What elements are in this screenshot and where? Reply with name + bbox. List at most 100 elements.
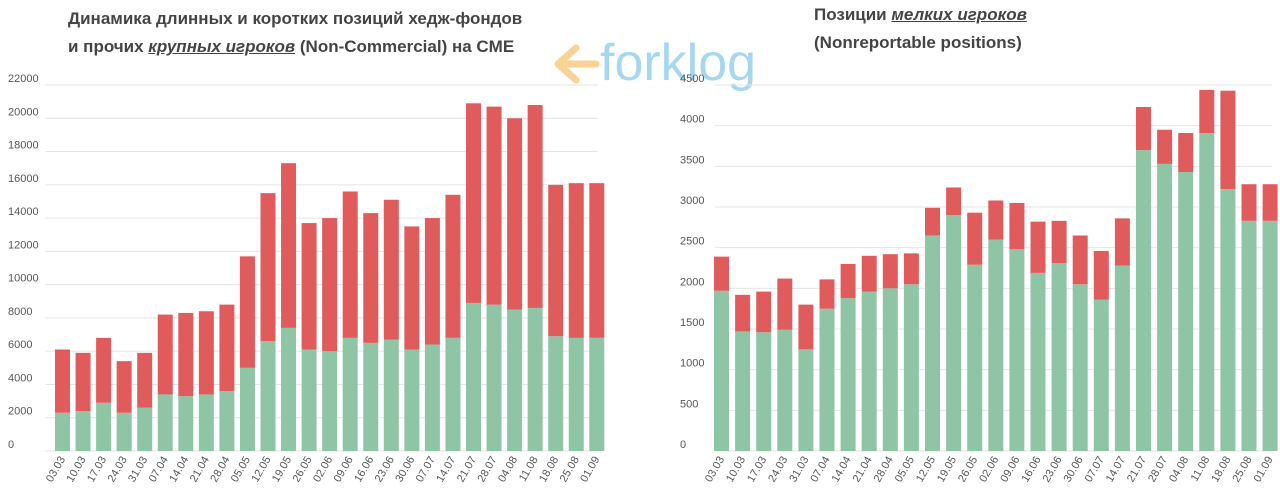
left-xtick-label: 05.05 (229, 455, 253, 485)
right-xtick-label: 18.08 (1209, 455, 1233, 485)
left-ytick-label: 18000 (8, 140, 39, 152)
right-xtick-label: 04.08 (1167, 455, 1191, 485)
right-xtick-label: 12.05 (914, 455, 938, 485)
left-bar-short (219, 304, 235, 392)
left-bar-long (383, 339, 399, 451)
right-ytick-label: 1500 (680, 317, 704, 329)
right-bar-short (819, 279, 835, 309)
right-xtick-label: 19.05 (935, 455, 959, 485)
left-ytick-label: 22000 (8, 73, 39, 85)
left-xtick-label: 28.04 (208, 455, 232, 485)
left-xtick-label: 12.05 (249, 455, 273, 485)
right-xtick-label: 25.08 (1230, 455, 1254, 485)
right-bar-short (1220, 90, 1236, 190)
right-xtick-label: 05.05 (893, 455, 917, 485)
right-xtick-label: 07.04 (808, 455, 832, 485)
right-bar-short (925, 207, 940, 236)
right-bar-long (777, 329, 793, 451)
left-bar-long (75, 411, 91, 451)
left-bar-long (507, 309, 523, 451)
right-xtick-label: 30.06 (1062, 455, 1086, 485)
right-xtick-label: 24.03 (766, 455, 790, 485)
left-ytick-label: 6000 (8, 339, 32, 351)
left-bar-long (219, 391, 235, 451)
right-ytick-label: 4000 (680, 114, 704, 126)
right-bar-short (1241, 184, 1257, 221)
left-bar-short (96, 337, 112, 403)
left-bar-short (198, 311, 214, 395)
right-xtick-label: 07.07 (1083, 455, 1107, 485)
left-bar-short (527, 104, 543, 308)
left-xtick-label: 09.06 (332, 455, 356, 485)
left-bar-long (424, 344, 440, 451)
right-xtick-label: 02.06 (977, 455, 1001, 485)
right-bar-long (1051, 263, 1067, 451)
right-bar-long (840, 298, 856, 451)
left-bar-long (527, 307, 543, 451)
left-bar-short (589, 183, 605, 338)
left-xtick-label: 30.06 (393, 455, 417, 485)
left-bar-short (301, 223, 317, 350)
right-bar-long (1136, 150, 1151, 452)
left-bar-short (404, 226, 420, 350)
right-xtick-label: 14.07 (1104, 455, 1128, 485)
right-bar-short (798, 304, 814, 350)
right-ytick-label: 2500 (680, 236, 704, 248)
left-bar-long (157, 394, 173, 451)
right-xtick-label: 31.03 (787, 455, 811, 485)
left-ytick-label: 8000 (8, 306, 32, 318)
left-bar-long (281, 327, 297, 451)
right-xtick-label: 03.03 (703, 455, 727, 485)
left-xtick-label: 21.07 (455, 455, 479, 485)
right-bar-long (819, 308, 835, 451)
left-xtick-label: 25.08 (558, 455, 582, 485)
right-bar-long (903, 284, 919, 451)
right-bar-short (967, 212, 983, 265)
right-bar-short (1093, 250, 1109, 300)
right-ytick-label: 4500 (680, 73, 704, 85)
right-bar-long (946, 215, 962, 451)
left-xtick-label: 31.03 (126, 455, 150, 485)
right-bar-short (735, 294, 751, 332)
left-bar-long (589, 337, 605, 451)
right-bar-short (861, 255, 877, 292)
left-ytick-label: 16000 (8, 173, 39, 185)
forklog-logo-mark (554, 44, 600, 84)
right-xtick-label: 16.06 (1019, 455, 1043, 485)
right-xtick-label: 26.05 (956, 455, 980, 485)
left-title-emphasis: крупных игроков (148, 37, 296, 56)
right-bar-long (1030, 272, 1046, 451)
right-bar-long (988, 239, 1004, 451)
left-bar-short (260, 193, 276, 342)
left-xtick-label: 17.03 (85, 455, 109, 485)
right-bar-short (840, 263, 856, 299)
left-bar-long (404, 349, 420, 451)
left-xtick-label: 02.06 (311, 455, 335, 485)
left-bar-short (363, 213, 379, 343)
left-bar-long (466, 302, 481, 451)
left-title-line1: Динамика длинных и коротких позиций хедж… (68, 9, 523, 28)
left-bar-long (96, 402, 112, 451)
left-bar-long (260, 341, 276, 451)
left-title-line2-end: (Non-Commercial) на CME (295, 37, 515, 56)
left-bar-short (424, 218, 440, 345)
right-bar-short (882, 254, 898, 289)
right-xtick-label: 23.06 (1041, 455, 1065, 485)
right-bar-long (1241, 220, 1257, 451)
right-bar-short (1051, 220, 1067, 264)
right-bar-short (777, 278, 793, 330)
left-bar-short (55, 349, 70, 413)
left-ytick-label: 20000 (8, 106, 39, 118)
left-xtick-label: 26.05 (291, 455, 315, 485)
left-bar-short (157, 314, 173, 395)
right-bar-long (798, 349, 814, 451)
right-ytick-label: 2000 (680, 276, 704, 288)
left-bar-short (445, 194, 461, 338)
left-xtick-label: 14.07 (434, 455, 458, 485)
left-xtick-label: 07.04 (147, 455, 171, 485)
left-chart-title: Динамика длинных и коротких позиций хедж… (68, 5, 522, 61)
right-bar-short (903, 253, 919, 285)
right-ytick-label: 3000 (680, 195, 704, 207)
left-bar-long (198, 394, 214, 451)
left-ytick-label: 10000 (8, 273, 39, 285)
